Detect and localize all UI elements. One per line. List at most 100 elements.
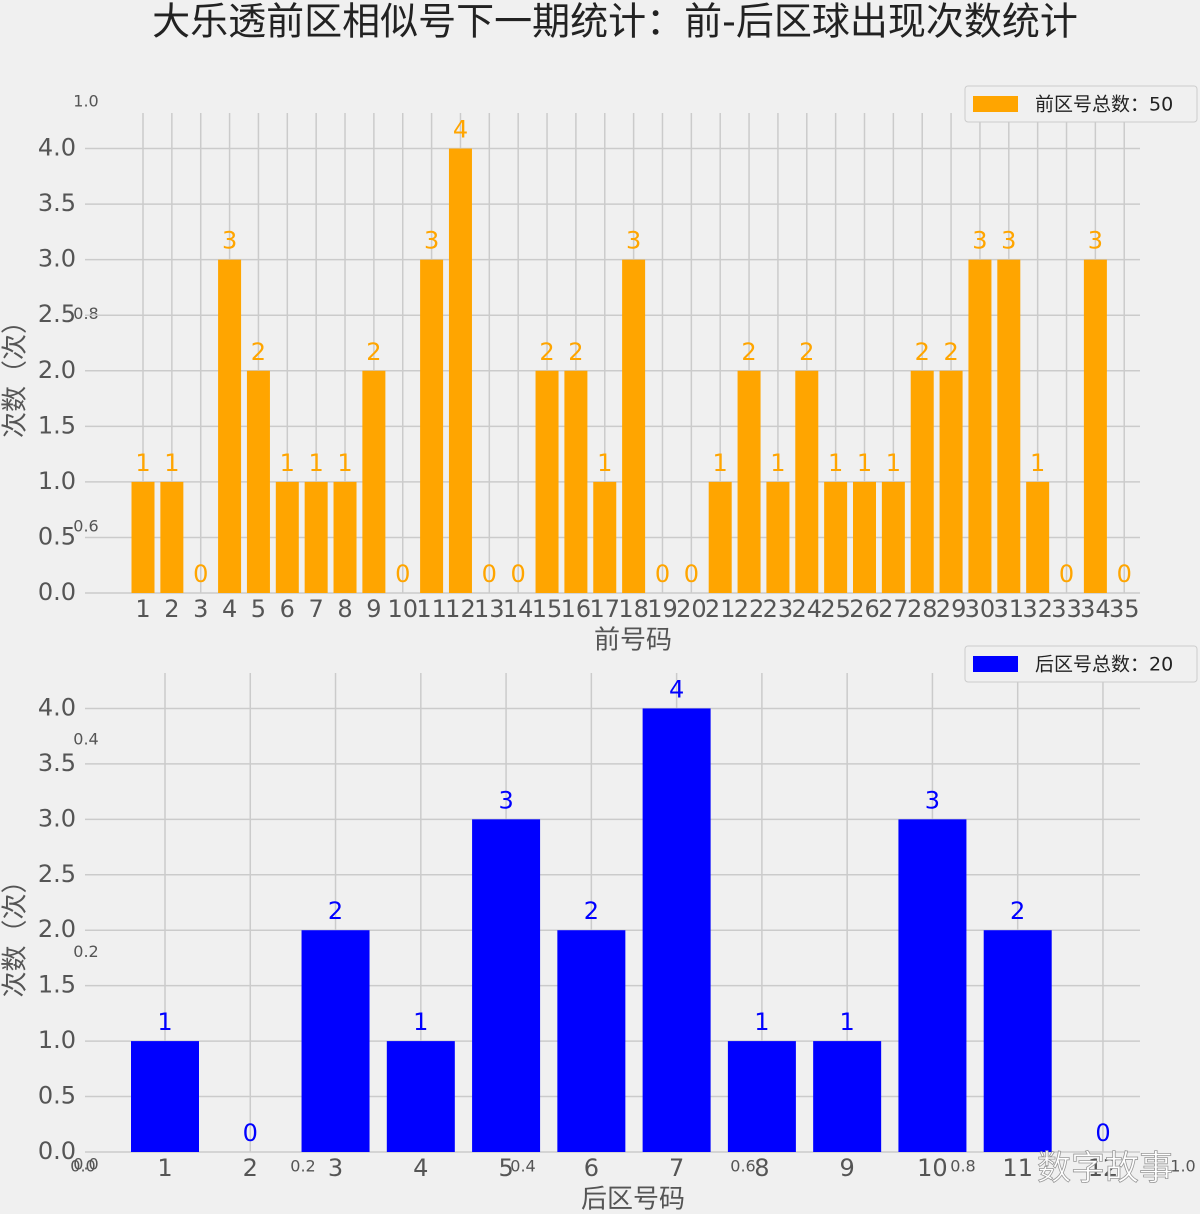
bar	[1026, 481, 1050, 593]
x-tick-label: 22	[734, 595, 765, 623]
x-tick-label: 8	[337, 595, 352, 623]
value-label: 0	[482, 560, 497, 588]
value-label: 0	[243, 1119, 258, 1147]
x-tick-label: 1	[157, 1154, 172, 1182]
value-label: 2	[799, 338, 814, 366]
bg-y-tick-label: 0.2	[73, 942, 98, 961]
bar	[737, 370, 761, 593]
value-label: 2	[539, 338, 554, 366]
value-label: 0	[511, 560, 526, 588]
bar	[304, 481, 328, 593]
value-label: 1	[1030, 449, 1045, 477]
value-label: 1	[597, 449, 612, 477]
x-tick-label: 20	[676, 595, 707, 623]
y-tick-label: 2.5	[38, 300, 76, 328]
x-tick-label: 5	[498, 1154, 513, 1182]
y-tick-label: 1.0	[38, 467, 76, 495]
x-axis-label: 前号码	[594, 626, 672, 656]
value-label: 1	[754, 1008, 769, 1036]
x-tick-label: 2	[164, 595, 179, 623]
value-label: 0	[1095, 1119, 1110, 1147]
y-tick-label: 0.0	[38, 1137, 76, 1165]
x-tick-label: 31	[994, 595, 1025, 623]
x-tick-label: 6	[584, 1154, 599, 1182]
value-label: 3	[222, 227, 237, 255]
legend-swatch	[973, 96, 1018, 112]
y-tick-label: 1.5	[38, 411, 76, 439]
bar	[246, 370, 270, 593]
value-label: 4	[669, 675, 684, 703]
x-tick-label: 35	[1109, 595, 1140, 623]
bar	[1083, 259, 1107, 593]
x-tick-label: 25	[820, 595, 851, 623]
x-tick-label: 32	[1022, 595, 1053, 623]
x-tick-label: 23	[763, 595, 794, 623]
bar	[968, 259, 992, 593]
bar	[131, 481, 155, 593]
bar	[362, 370, 386, 593]
value-label: 2	[328, 897, 343, 925]
y-tick-label: 1.0	[38, 1026, 76, 1054]
x-tick-label: 7	[309, 595, 324, 623]
bar	[564, 370, 588, 593]
x-tick-label: 30	[965, 595, 996, 623]
bar	[275, 481, 299, 593]
bar	[766, 481, 790, 593]
figure-title: 大乐透前区相似号下一期统计：前-后区球出现次数统计	[152, 0, 1078, 44]
x-tick-label: 17	[589, 595, 620, 623]
bar	[727, 1041, 796, 1152]
x-tick-label: 14	[503, 595, 534, 623]
bg-x-tick-label: 0.4	[510, 1157, 535, 1176]
value-label: 1	[280, 449, 295, 477]
bg-y-tick-label: 0.6	[73, 517, 98, 536]
x-tick-label: 11	[1002, 1154, 1033, 1182]
value-label: 3	[1088, 227, 1103, 255]
bar	[708, 481, 732, 593]
value-label: 2	[915, 338, 930, 366]
value-label: 1	[886, 449, 901, 477]
x-axis-label: 后区号码	[581, 1185, 685, 1214]
y-tick-label: 2.5	[38, 860, 76, 888]
x-tick-label: 10	[917, 1154, 948, 1182]
bar	[898, 819, 967, 1152]
y-tick-label: 2.0	[38, 915, 76, 943]
bar	[983, 930, 1052, 1152]
bar	[472, 819, 541, 1152]
value-label: 3	[1001, 227, 1016, 255]
x-tick-label: 6	[280, 595, 295, 623]
y-tick-label: 0.0	[38, 578, 76, 606]
x-tick-label: 4	[222, 595, 237, 623]
value-label: 1	[309, 449, 324, 477]
bar	[939, 370, 963, 593]
bar	[535, 370, 559, 593]
value-label: 0	[193, 560, 208, 588]
value-label: 2	[568, 338, 583, 366]
legend-box	[964, 85, 1198, 123]
x-tick-label: 3	[328, 1154, 343, 1182]
bg-x-tick-label: 1.0	[1170, 1157, 1195, 1176]
bar	[997, 259, 1021, 593]
value-label: 0	[1059, 560, 1074, 588]
bar	[420, 259, 444, 593]
x-tick-label: 12	[445, 595, 476, 623]
value-label: 1	[164, 449, 179, 477]
y-axis-label: 次数（次）	[1, 308, 31, 438]
x-tick-label: 7	[669, 1154, 684, 1182]
x-tick-label: 3	[193, 595, 208, 623]
x-tick-label: 27	[878, 595, 909, 623]
legend-box	[964, 645, 1198, 683]
watermark: 数字故事	[1037, 1149, 1173, 1189]
y-tick-label: 3.0	[38, 245, 76, 273]
x-tick-label: 16	[561, 595, 592, 623]
y-tick-label: 1.5	[38, 971, 76, 999]
bar	[824, 481, 848, 593]
y-tick-label: 0.5	[38, 1082, 76, 1110]
value-label: 1	[135, 449, 150, 477]
bar	[881, 481, 905, 593]
y-tick-label: 0.5	[38, 522, 76, 550]
value-label: 3	[626, 227, 641, 255]
value-label: 2	[741, 338, 756, 366]
bar	[853, 481, 876, 593]
legend-label: 前区号总数：50	[1035, 94, 1173, 116]
value-label: 3	[498, 786, 513, 814]
